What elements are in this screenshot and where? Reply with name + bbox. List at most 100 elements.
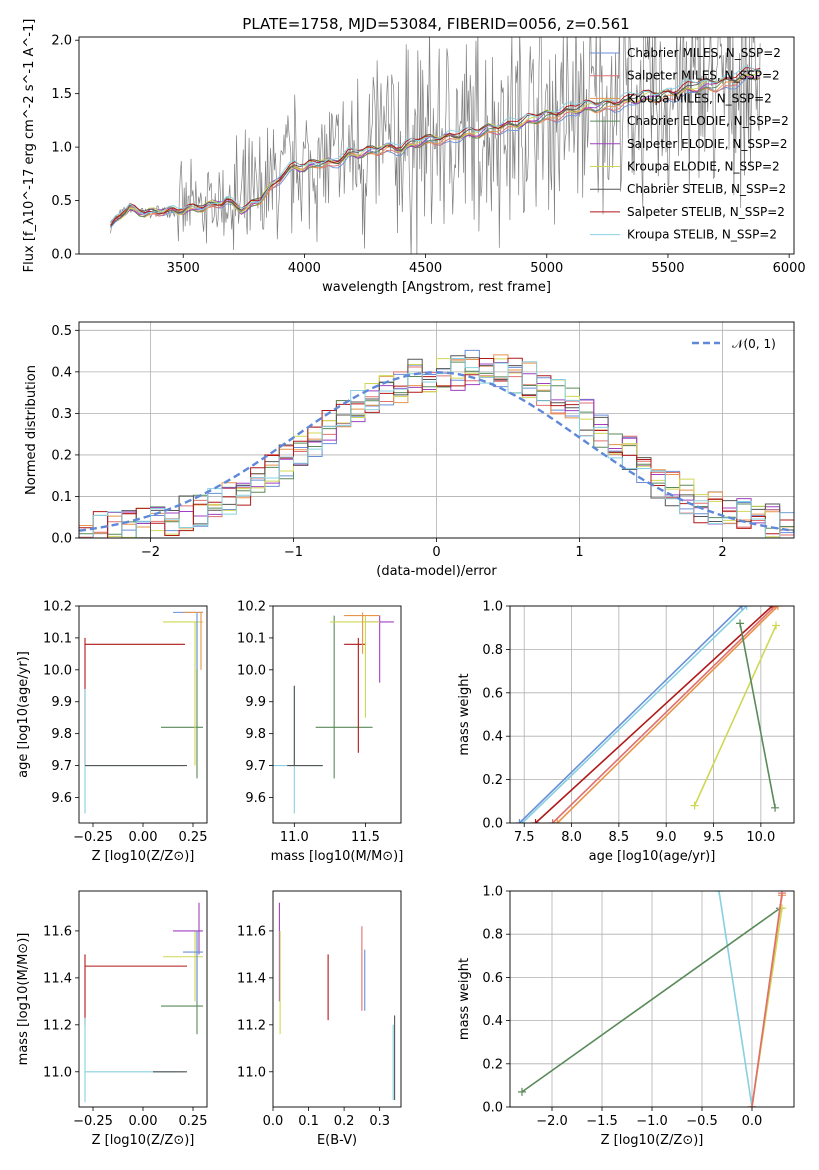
weight-marker	[737, 606, 746, 610]
x-tick-label: 0.3	[369, 1114, 390, 1129]
x-tick-label: 11.5	[351, 830, 380, 845]
y-tick-label: 9.6	[51, 791, 72, 806]
axes-frame	[509, 605, 795, 824]
x-axis-label: age [log10(age/yr)]	[589, 849, 716, 864]
legend-entry: 𝒩(0, 1)	[732, 337, 776, 351]
weight-line	[556, 606, 779, 823]
model-spectrum-line	[110, 65, 761, 223]
histogram-step	[79, 355, 794, 539]
x-tick-label: 0.00	[129, 1114, 158, 1129]
age-vs-mass-panel: 11.0 11.5 9.6 9.7 9.8 9.9 10.0 10.1 10.2 mass [lo…	[237, 600, 403, 865]
x-tick-label: 4000	[288, 261, 321, 276]
x-axis-label: E(B-V)	[317, 1133, 357, 1148]
x-tick-label: 11.0	[280, 830, 309, 845]
weight-marker	[515, 819, 524, 823]
y-tick-label: 10.0	[237, 663, 266, 678]
model-spectrum-line	[110, 67, 761, 226]
y-tick-label: 10.1	[237, 631, 266, 646]
mass-vs-EBV-panel: 0.0 0.1 0.2 0.3 11.0 11.2 11.4 11.6 E(B-V)	[237, 890, 402, 1148]
y-tick-label: 0.0	[51, 532, 72, 547]
y-axis-label: mass weight	[457, 958, 472, 1040]
y-tick-label: 1.0	[482, 600, 503, 615]
x-tick-label: 4500	[409, 261, 442, 276]
legend-entry: Kroupa MILES, N_SSP=2	[627, 91, 772, 105]
model-spectrum-line	[110, 75, 761, 227]
y-tick-label: 0.3	[51, 407, 72, 422]
x-tick-label: 0.1	[298, 1114, 319, 1129]
y-tick-label: 11.6	[237, 924, 266, 939]
y-tick-label: 11.4	[237, 971, 266, 986]
residuals-panel: −2 −1 0 1 2 0.0 0.1 0.2 0.3 0.4 0.5 𝒩(0, 1) (data-mo…	[24, 321, 795, 579]
axes-frame	[78, 321, 795, 539]
y-tick-label: 11.6	[43, 924, 72, 939]
histogram-step	[79, 357, 794, 539]
weight-line	[739, 623, 776, 808]
weight-marker	[690, 801, 699, 810]
y-tick-label: 9.7	[51, 759, 72, 774]
y-tick-label: 9.8	[51, 727, 72, 742]
y-tick-label: 11.0	[237, 1065, 266, 1080]
y-tick-label: 11.0	[43, 1065, 72, 1080]
y-axis-label: mass [log10(M/M⊙)]	[16, 933, 31, 1066]
x-tick-label: 5000	[530, 261, 563, 276]
y-axis-label: age [log10(age/yr)]	[16, 651, 31, 778]
y-tick-label: 9.9	[51, 695, 72, 710]
y-tick-label: 1.0	[482, 885, 503, 900]
y-tick-label: 0.0	[482, 817, 503, 832]
y-tick-label: 9.7	[245, 759, 266, 774]
legend-entry: Kroupa STELIB, N_SSP=2	[627, 228, 777, 242]
weight-line	[751, 893, 783, 1107]
y-tick-label: 10.0	[43, 663, 72, 678]
x-tick-label: −2.0	[536, 1114, 568, 1129]
figure-title: PLATE=1758, MJD=53084, FIBERID=0056, z=0…	[242, 15, 629, 33]
normal-curve-line	[78, 371, 795, 532]
legend-entry: Salpeter STELIB, N_SSP=2	[627, 205, 785, 219]
weight-line	[521, 907, 781, 1093]
y-tick-label: 0.5	[51, 194, 72, 209]
weight-marker	[518, 1087, 526, 1096]
y-tick-label: 10.2	[237, 600, 266, 615]
legend-entry: Kroupa ELODIE, N_SSP=2	[627, 160, 780, 174]
weight-marker	[778, 891, 786, 898]
y-tick-label: 0.4	[482, 730, 503, 745]
x-tick-label: −0.5	[686, 1114, 718, 1129]
y-tick-label: 0.2	[51, 448, 72, 463]
x-axis-label: Z [log10(Z/Z⊙)]	[92, 849, 195, 864]
x-tick-label: 10.0	[746, 830, 775, 845]
x-tick-label: 9.5	[703, 830, 724, 845]
y-axis-label: mass weight	[457, 673, 472, 755]
legend-entry: Chabrier ELODIE, N_SSP=2	[627, 114, 789, 128]
weight-line	[718, 891, 753, 1107]
y-tick-label: 0.0	[482, 1101, 503, 1116]
x-tick-label: 2	[718, 545, 726, 560]
legend-entry: Salpeter ELODIE, N_SSP=2	[627, 137, 788, 151]
x-axis-label: wavelength [Angstrom, rest frame]	[322, 280, 551, 295]
mass-vs-Z-panel: −0.25 0.00 0.25 11.0 11.2 11.4 11.6 Z [log10(Z/…	[16, 890, 207, 1148]
weight-vs-age-panel: 7.5 8.0 8.5 9.0 9.5 10.0 0.0 0.2 0.4 0.6 0.8 1.0 age…	[457, 600, 795, 864]
y-tick-label: 1.5	[51, 87, 72, 102]
y-tick-label: 0.1	[51, 490, 72, 505]
x-tick-label: 0.0	[263, 1114, 284, 1129]
weight-marker	[531, 819, 540, 823]
y-tick-label: 0.2	[482, 773, 503, 788]
x-tick-label: 3500	[167, 261, 200, 276]
y-tick-label: 10.1	[43, 631, 72, 646]
y-tick-label: 11.4	[43, 971, 72, 986]
y-tick-label: 11.2	[237, 1018, 266, 1033]
y-tick-label: 0.4	[51, 365, 72, 380]
weight-line	[535, 606, 773, 823]
observed-spectrum-line	[110, 37, 761, 254]
x-axis-label: Z [log10(Z/Z⊙)]	[601, 1133, 704, 1148]
y-tick-label: 0.6	[482, 686, 503, 701]
x-tick-label: −1.5	[586, 1114, 618, 1129]
model-spectrum-line	[110, 75, 761, 223]
weight-line	[521, 606, 748, 823]
y-tick-label: 0.0	[51, 248, 72, 263]
x-tick-label: −1	[284, 545, 303, 560]
weight-marker	[742, 606, 751, 610]
y-tick-label: 0.4	[482, 1014, 503, 1029]
axes-frame	[78, 605, 208, 824]
legend-entry: Chabrier STELIB, N_SSP=2	[627, 182, 786, 196]
y-tick-label: 10.2	[43, 600, 72, 615]
